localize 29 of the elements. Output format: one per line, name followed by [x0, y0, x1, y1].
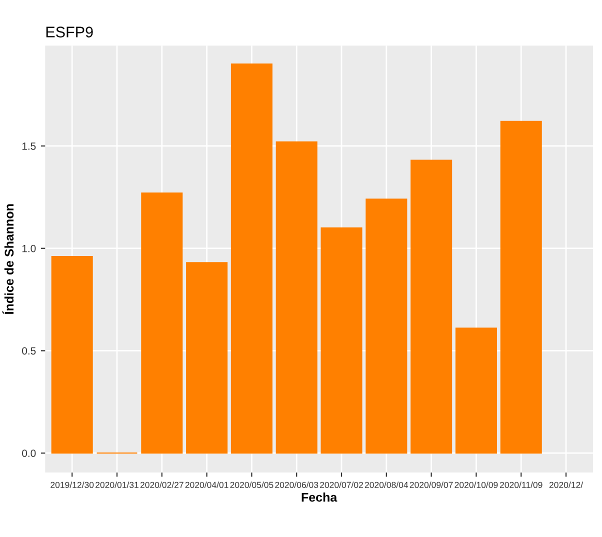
bar [141, 192, 183, 454]
x-tick-label: 2019/12/30 [50, 482, 94, 488]
x-tick-label: 2020/02/27 [140, 482, 184, 488]
bar [230, 64, 272, 454]
x-axis-title: Fecha [302, 492, 338, 502]
bar [51, 256, 93, 454]
bar [366, 198, 408, 454]
x-tick-label: 2020/10/09 [454, 482, 498, 488]
bar [500, 120, 542, 454]
x-tick-label: 2020/12/ [549, 482, 584, 488]
bar [320, 227, 362, 454]
y-tick-label: 0.5 [22, 347, 36, 355]
bar [186, 262, 228, 454]
bar [410, 160, 452, 454]
chart-title: ESFP9 [46, 26, 93, 38]
x-tick-label: 2020/08/04 [364, 482, 408, 488]
bar [455, 328, 497, 454]
x-tick-label: 2020/06/03 [275, 482, 318, 488]
y-axis-title: Índice de Shannon [2, 204, 14, 314]
x-tick-label: 2020/01/31 [96, 482, 138, 488]
x-tick-label: 2020/04/01 [185, 482, 228, 488]
y-tick-label: 0.0 [22, 450, 36, 457]
x-tick-label: 2020/07/02 [320, 482, 363, 488]
y-tick-label: 1.5 [22, 142, 36, 150]
x-tick-label: 2020/05/05 [230, 482, 274, 488]
x-tick-label: 2020/11/09 [500, 482, 542, 488]
bar [276, 141, 318, 454]
x-tick-label: 2020/09/07 [410, 482, 453, 488]
y-tick-label: 1.0 [22, 244, 36, 252]
